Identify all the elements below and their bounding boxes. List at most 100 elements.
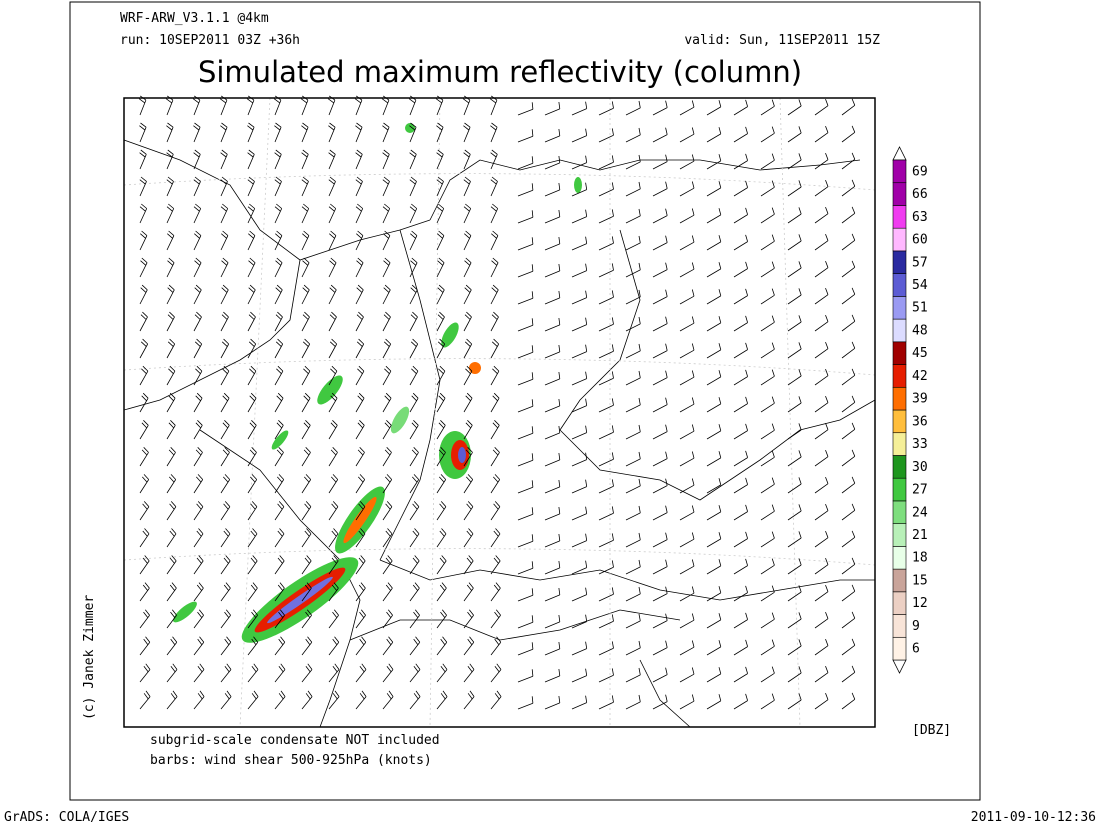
wind-barb (814, 179, 829, 197)
wind-barb (652, 289, 668, 305)
wind-barb (760, 558, 775, 575)
wind-barb (409, 365, 419, 386)
wind-barb (436, 609, 447, 629)
wind-barb (355, 636, 367, 656)
colorbar-bottom-arrow (892, 659, 907, 674)
wind-barb (571, 587, 588, 602)
wind-barb (787, 693, 802, 710)
wind-barb (517, 696, 534, 710)
wind-barb (706, 289, 722, 305)
wind-barb (274, 338, 284, 359)
wind-barb (760, 693, 775, 710)
wind-barb (625, 559, 641, 575)
wind-barb (247, 311, 256, 332)
wind-barb (679, 478, 695, 494)
color-box (892, 159, 907, 184)
wind-barb (517, 642, 534, 656)
wind-barb (220, 338, 230, 359)
wind-barb (841, 638, 856, 656)
wind-barb (733, 126, 748, 143)
wind-barb (220, 311, 229, 332)
coastline (639, 659, 691, 728)
wind-barb (463, 555, 474, 575)
wind-barb (382, 257, 391, 278)
wind-barb (328, 338, 338, 359)
wind-barb (247, 663, 259, 683)
wind-barb (220, 501, 231, 521)
wind-barb (274, 474, 285, 494)
wind-barb (652, 100, 668, 116)
wind-barb (463, 284, 472, 305)
wind-barb (247, 474, 258, 494)
wind-barb (193, 311, 202, 332)
echo (271, 430, 289, 450)
wind-barb (301, 528, 312, 548)
wind-barb (274, 149, 282, 170)
wind-barb (490, 555, 501, 575)
wind-barb (787, 585, 802, 602)
colorbar-label: 42 (912, 369, 928, 384)
wind-barb (355, 122, 363, 143)
wind-barb (733, 558, 748, 575)
wind-barb (544, 452, 561, 467)
wind-barb (463, 176, 471, 197)
color-box (892, 477, 907, 502)
wind-barb (706, 613, 722, 629)
wind-barb (409, 501, 420, 521)
wind-barb (382, 365, 392, 386)
wind-barb (463, 690, 475, 710)
wind-barb (841, 260, 856, 278)
wind-barb (301, 122, 309, 143)
wind-barb (652, 397, 668, 413)
wind-barb (517, 129, 534, 143)
wind-barb (247, 501, 258, 521)
wind-barb (409, 338, 419, 359)
wind-barb (463, 149, 471, 170)
wind-barb (760, 234, 775, 251)
wind-barb (517, 507, 534, 521)
wind-barb (355, 447, 365, 467)
wind-barb (517, 561, 534, 575)
echo (173, 601, 197, 623)
wind-barb (625, 532, 641, 548)
wind-barb (382, 149, 390, 170)
wind-barb (220, 203, 229, 224)
wind-barb (760, 504, 775, 521)
wind-barb (598, 425, 614, 440)
wind-barb (814, 692, 829, 710)
echo (343, 496, 377, 544)
wind-barb (220, 230, 229, 251)
wind-barb (787, 612, 802, 629)
wind-barb (625, 316, 641, 332)
wind-barb (436, 149, 444, 170)
wind-barb (166, 690, 178, 710)
wind-barb (463, 203, 472, 224)
wind-barb (301, 365, 311, 386)
wind-barb (220, 420, 230, 440)
color-box (892, 341, 907, 365)
wind-barb (544, 128, 561, 143)
wind-barb (382, 609, 393, 629)
wind-barb (301, 501, 312, 521)
wind-barb (274, 176, 282, 197)
wind-barb (328, 420, 338, 440)
wind-barb (490, 203, 499, 224)
wind-barb (598, 236, 614, 251)
wind-barb (490, 257, 499, 278)
wind-barb (166, 663, 178, 683)
wind-barb (193, 230, 202, 251)
wind-barb (814, 530, 829, 548)
wind-barb (193, 474, 204, 494)
wind-barb (193, 420, 203, 440)
wind-barb (814, 233, 829, 251)
wind-barb (301, 230, 310, 251)
wind-barb (652, 370, 668, 386)
wind-barb (814, 503, 829, 521)
graticule (123, 97, 876, 728)
colorbar-label: 30 (912, 460, 928, 475)
color-box (892, 568, 907, 593)
wind-barb (355, 203, 364, 224)
wind-barb (220, 528, 231, 548)
wind-barb (166, 122, 174, 143)
wind-barb (760, 342, 775, 359)
